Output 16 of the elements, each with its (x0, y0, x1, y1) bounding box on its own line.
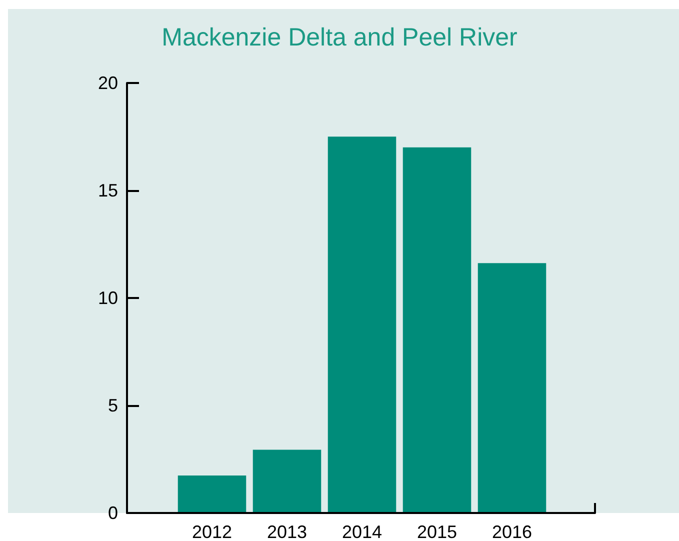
x-tick-label: 2016 (492, 522, 532, 541)
y-tick-label: 15 (98, 180, 118, 200)
x-tick-label: 2013 (266, 522, 308, 541)
bar (478, 263, 546, 512)
chart-title: Mackenzie Delta and Peel River (162, 24, 518, 52)
x-tick-label: 2012 (192, 522, 232, 541)
bar (252, 450, 322, 512)
y-tick-label: 0 (108, 503, 118, 523)
y-tick-label: 20 (98, 73, 118, 93)
bar (328, 136, 396, 512)
x-tick-label: 2015 (416, 522, 458, 541)
y-tick-label: 10 (98, 288, 118, 308)
bar (402, 147, 472, 512)
x-tick-label: 2014 (342, 522, 382, 541)
y-tick-label: 5 (108, 396, 118, 416)
bar (178, 476, 246, 512)
